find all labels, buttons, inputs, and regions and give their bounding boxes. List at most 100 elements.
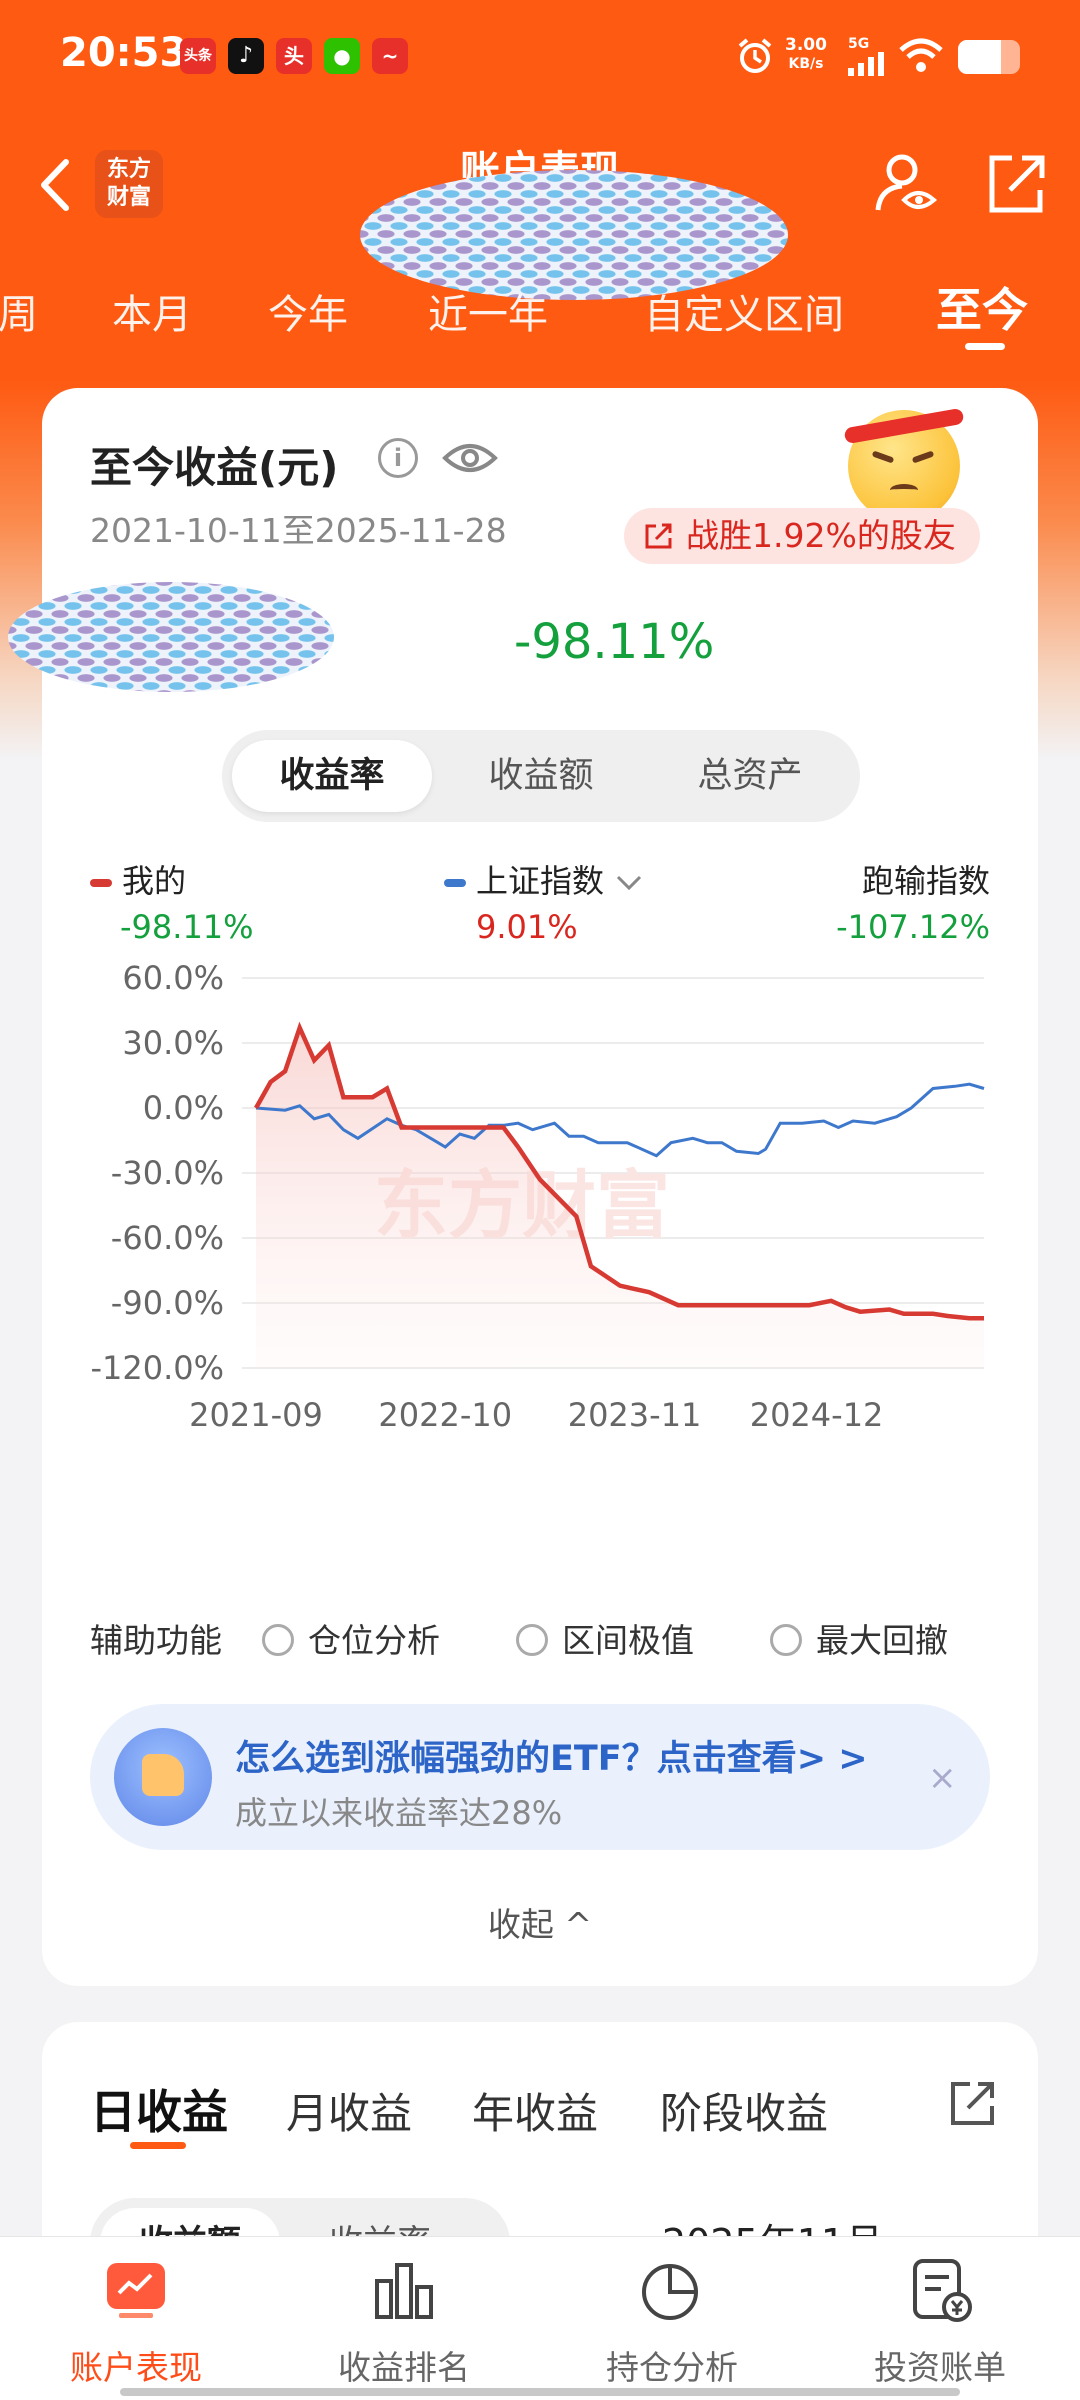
- radio-icon: [262, 1624, 294, 1656]
- bar-chart-icon: [375, 2263, 433, 2319]
- tab-week[interactable]: 周: [0, 292, 38, 338]
- status-time: 20:53: [60, 30, 188, 76]
- tiktok-icon: ♪: [228, 38, 264, 74]
- home-indicator: [120, 2388, 960, 2396]
- legend-mine-label: 我的: [122, 862, 187, 900]
- segment-return-amount[interactable]: 收益额: [488, 756, 594, 796]
- tab-custom-range[interactable]: 自定义区间: [644, 292, 844, 338]
- signal-app-icon: ~: [372, 38, 408, 74]
- info-icon[interactable]: i: [378, 438, 418, 478]
- mine-area-fill: [256, 1027, 984, 1368]
- wechat-icon: ●: [324, 38, 360, 74]
- y-tick-label: -60.0%: [111, 1219, 224, 1257]
- x-tick-label: 2023-11: [568, 1396, 702, 1434]
- wifi-icon: [899, 38, 943, 72]
- radio-icon: [516, 1624, 548, 1656]
- eastmoney-logo: 东方 财富: [95, 150, 163, 218]
- share-icon[interactable]: [948, 2078, 998, 2128]
- tab-monthly-returns[interactable]: 月收益: [286, 2089, 413, 2138]
- date-range: 2021-10-11至2025-11-28: [90, 511, 507, 550]
- mine-line: [254, 1021, 984, 1321]
- status-bar: 20:53 头条 ♪ 头 ● ~ 3.00 KB/s 5G: [0, 0, 1080, 115]
- aux-label: 辅助功能: [90, 1621, 222, 1660]
- collapse-button[interactable]: 收起 ^: [487, 1905, 593, 1944]
- legend-index[interactable]: 上证指数: [444, 856, 644, 902]
- network-type: 5G: [848, 36, 870, 52]
- y-tick-label: -120.0%: [90, 1349, 224, 1387]
- tab-to-date[interactable]: 至今: [936, 283, 1028, 337]
- legend-dot-mine: [90, 879, 112, 887]
- position-analysis-label: 仓位分析: [308, 1621, 440, 1660]
- thumbs-up-icon: [114, 1728, 212, 1826]
- redaction-scribble: [8, 582, 334, 692]
- tab-stage-returns[interactable]: 阶段收益: [660, 2089, 829, 2138]
- promo-subtitle: 成立以来收益率达28%: [235, 1794, 563, 1832]
- summary-card: 至今收益(元) i 2021-10-11至2025-11-28 战胜1.92%的…: [8, 388, 1038, 1986]
- bill-icon: [913, 2259, 972, 2322]
- legend-dot-index: [444, 879, 466, 887]
- legend-outrun-label: 跑输指数: [861, 862, 990, 900]
- thumb-shape: [142, 1754, 184, 1796]
- etf-promo-banner[interactable]: 怎么选到涨幅强劲的ETF？点击查看> > 成立以来收益率达28% ×: [90, 1704, 990, 1850]
- returns-title: 至今收益(元): [90, 443, 339, 492]
- legend-mine[interactable]: 我的: [90, 856, 186, 902]
- cellular-signal-icon: [848, 52, 884, 76]
- x-tick-label: 2024-12: [750, 1396, 884, 1434]
- speed-value: 3.00: [785, 35, 827, 55]
- nav-holdings-analysis[interactable]: 持仓分析: [572, 2255, 772, 2389]
- chart-tile-icon: [107, 2263, 165, 2318]
- legend-index-value: 9.01%: [476, 908, 578, 946]
- tab-this-year[interactable]: 今年: [268, 292, 348, 338]
- redaction-scribble: [360, 170, 788, 300]
- index-line: [255, 1082, 985, 1158]
- radio-icon: [770, 1624, 802, 1656]
- tab-daily-returns[interactable]: 日收益: [90, 2085, 228, 2139]
- y-tick-label: 0.0%: [143, 1089, 224, 1127]
- logo-line1: 东方: [106, 157, 151, 182]
- battery-icon: [958, 40, 1020, 74]
- close-icon[interactable]: ×: [928, 1758, 957, 1798]
- y-tick-label: 30.0%: [122, 1024, 224, 1062]
- nav-label: 持仓分析: [606, 2348, 738, 2387]
- tab-yearly-returns[interactable]: 年收益: [472, 2089, 599, 2138]
- headband: [843, 407, 965, 445]
- y-tick-label: -30.0%: [111, 1154, 224, 1192]
- return-percentage: -98.11%: [514, 614, 715, 670]
- tab-this-month[interactable]: 本月: [112, 292, 192, 338]
- segment-return-rate[interactable]: 收益率: [232, 740, 432, 812]
- y-tick-label: -90.0%: [111, 1284, 224, 1322]
- mouth: [890, 484, 918, 496]
- brow-left: [871, 450, 895, 464]
- bottom-nav: 账户表现 收益排名 持仓分析 投资账单: [0, 2236, 1080, 2400]
- toutiao-icon: 头条: [180, 38, 216, 74]
- range-extreme-option[interactable]: 区间极值: [516, 1614, 694, 1662]
- win-badge-label: 战胜1.92%的股友: [686, 516, 956, 555]
- nav-label: 账户表现: [70, 2348, 202, 2387]
- share-small-icon: [645, 523, 672, 549]
- tab-last-year[interactable]: 近一年: [428, 292, 548, 338]
- legend-index-label: 上证指数: [476, 862, 605, 900]
- segment-total-assets[interactable]: 总资产: [697, 756, 803, 796]
- promo-title: 怎么选到涨幅强劲的ETF？点击查看> >: [235, 1739, 868, 1779]
- nav-label: 收益排名: [338, 2348, 470, 2387]
- returns-tab-indicator: [130, 2142, 186, 2149]
- range-extreme-label: 区间极值: [562, 1621, 694, 1660]
- nav-label: 投资账单: [874, 2348, 1006, 2387]
- brow-right: [911, 450, 935, 464]
- share-icon[interactable]: [982, 150, 1052, 220]
- user-view-icon[interactable]: [872, 150, 942, 220]
- nav-return-ranking[interactable]: 收益排名: [304, 2255, 504, 2389]
- max-drawdown-option[interactable]: 最大回撤: [770, 1614, 948, 1662]
- eye-icon[interactable]: [442, 436, 498, 480]
- network-speed: 3.00 KB/s: [785, 36, 827, 74]
- position-analysis-option[interactable]: 仓位分析: [262, 1614, 440, 1662]
- nav-account-performance[interactable]: 账户表现: [36, 2255, 236, 2389]
- back-arrow-icon[interactable]: [30, 150, 80, 220]
- legend-outrun-value: -107.12%: [836, 908, 990, 946]
- angry-emoji-icon: [843, 407, 965, 522]
- win-badge[interactable]: 战胜1.92%的股友: [624, 508, 980, 564]
- x-tick-label: 2022-10: [378, 1396, 512, 1434]
- nav-investment-bill[interactable]: 投资账单: [840, 2255, 1040, 2389]
- alarm-icon: [738, 38, 772, 73]
